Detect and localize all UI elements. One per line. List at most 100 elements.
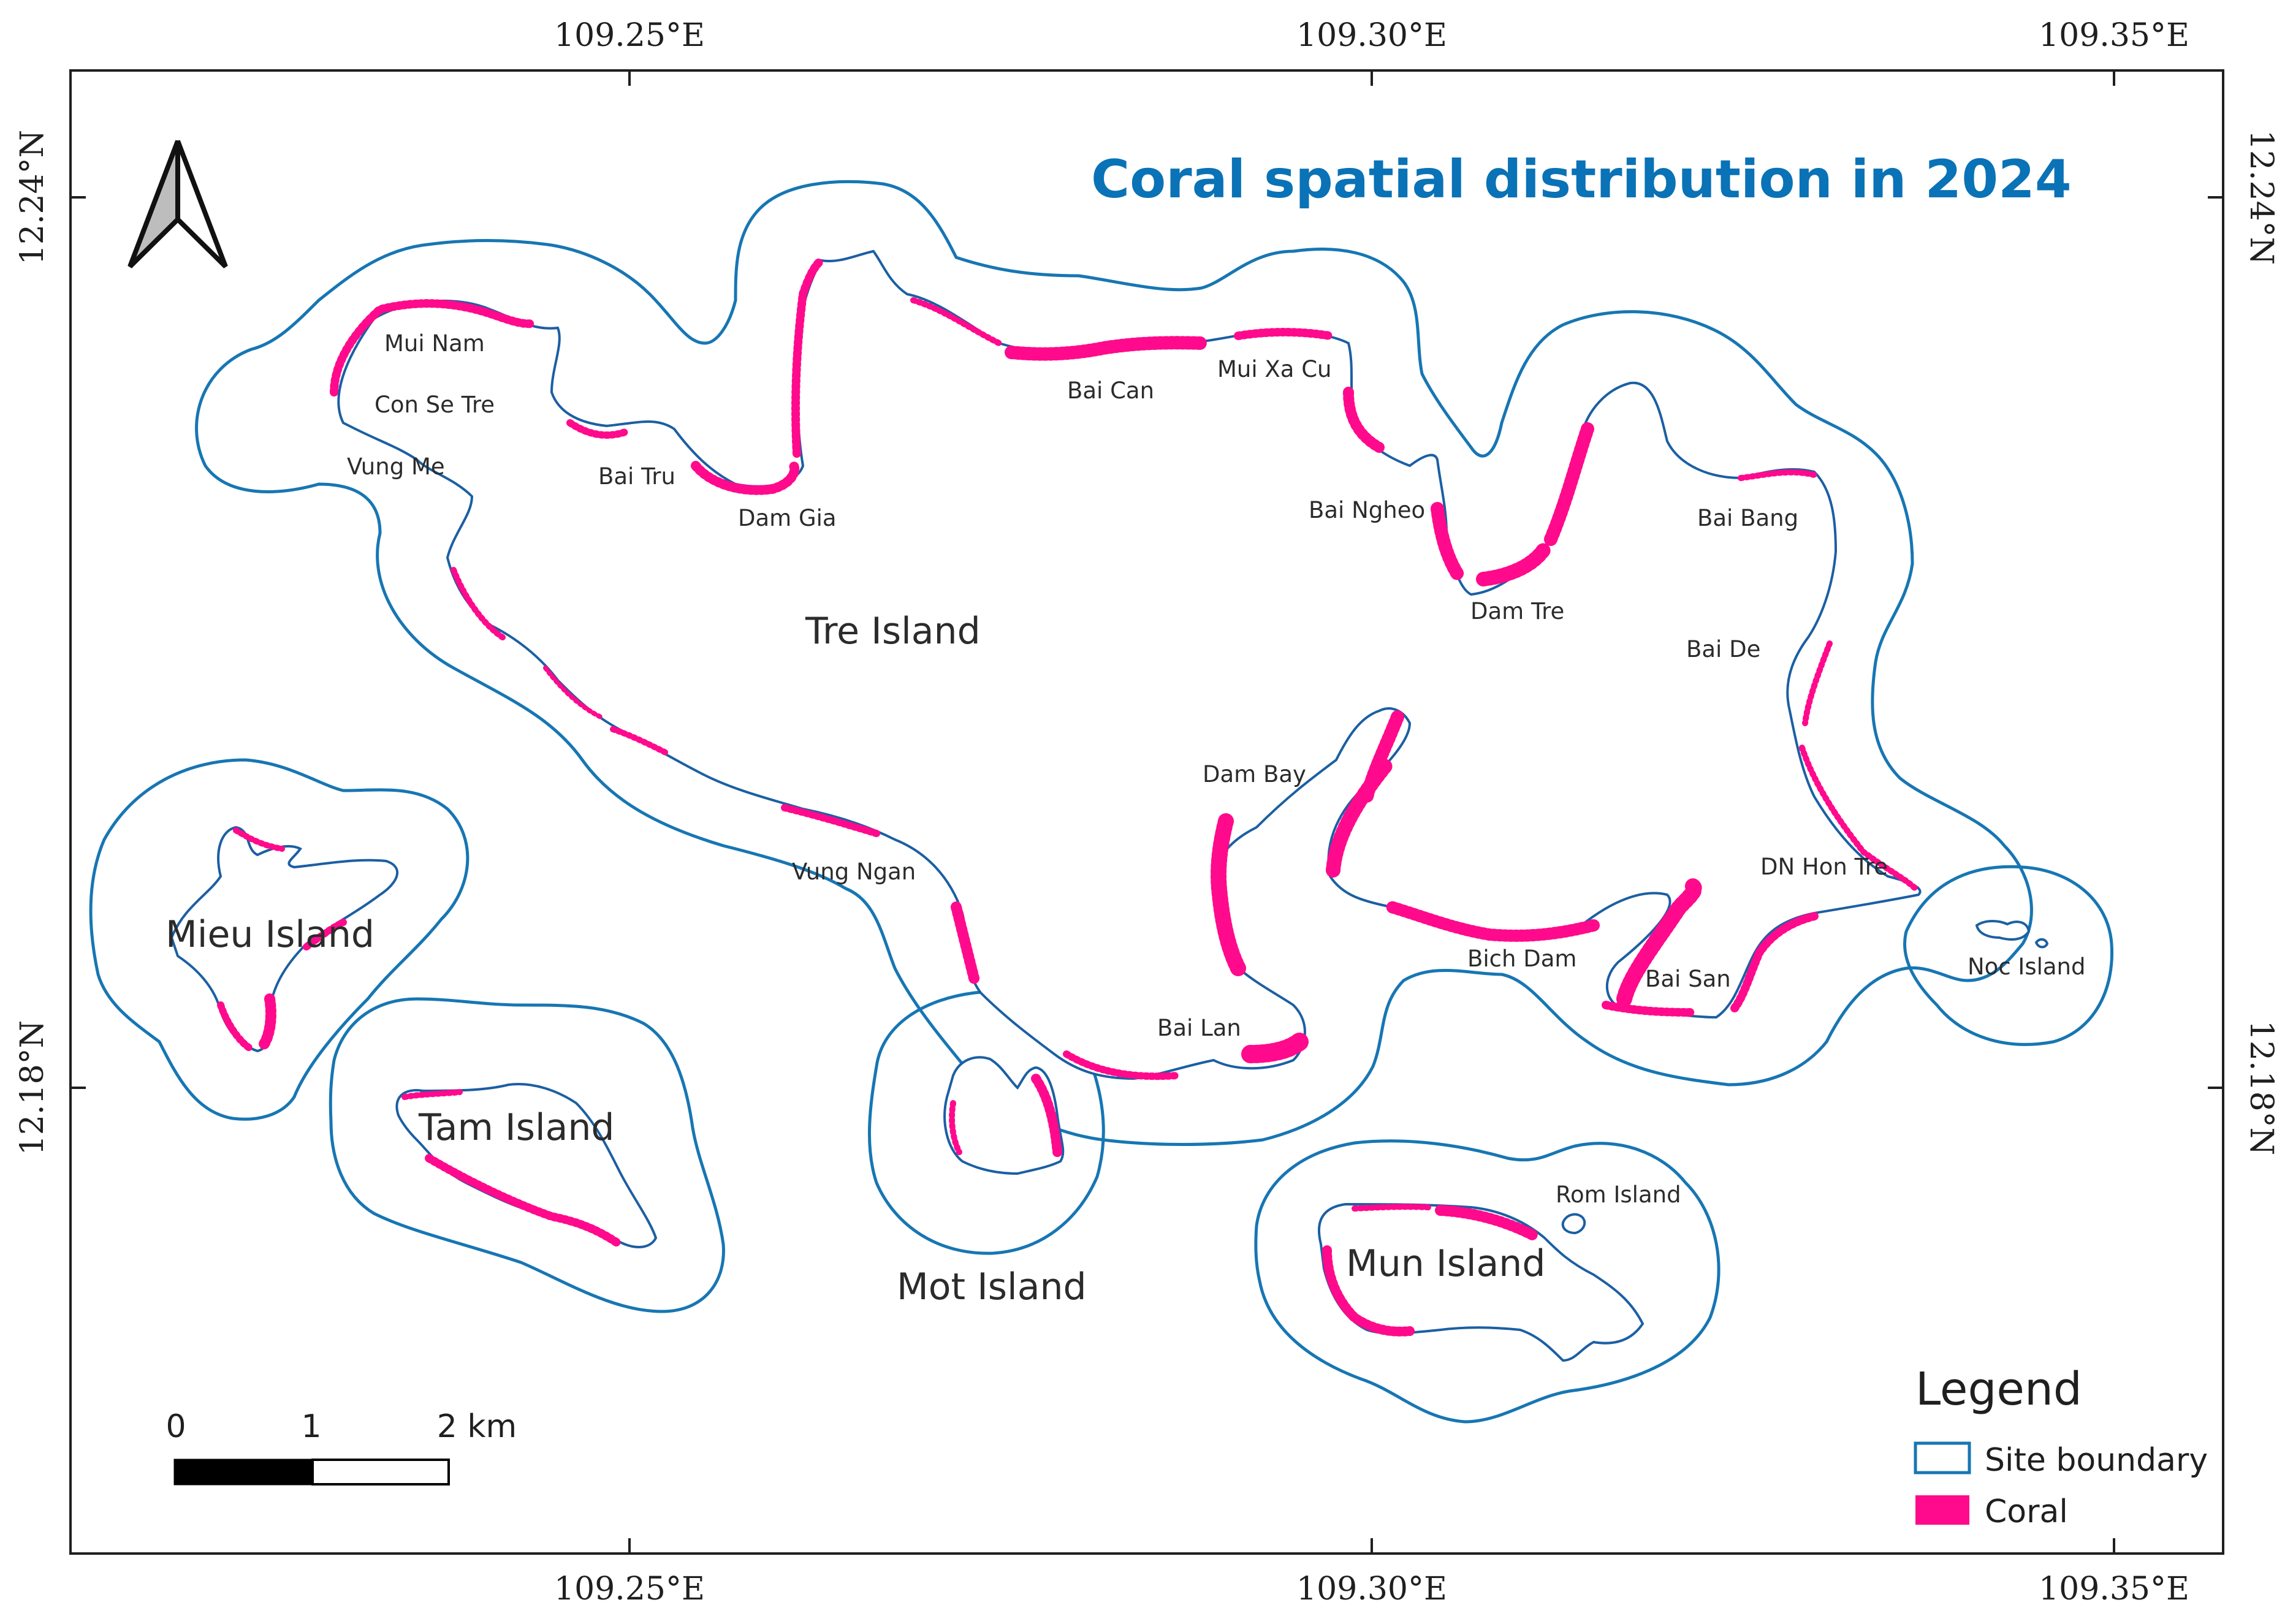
coral-patch: [791, 256, 826, 458]
coral-patch: [1241, 1033, 1309, 1063]
place-label: Dam Gia: [738, 505, 837, 531]
coral-patch: [1799, 745, 1918, 892]
coral-patch: [1435, 1205, 1538, 1240]
coral-patch: [543, 666, 603, 719]
lon-label-top-3: 109.35°E: [2039, 17, 2189, 54]
lat-label-right-2: 12.18°N: [2243, 1020, 2280, 1155]
coral-patch: [401, 1089, 463, 1100]
scale-label: 0: [165, 1408, 186, 1445]
coral-patch: [1031, 1074, 1062, 1157]
legend-title: Legend: [1915, 1363, 2082, 1416]
island-label: Mun Island: [1346, 1242, 1545, 1285]
place-label: Bai Tru: [598, 463, 675, 490]
coral-patch: [1005, 336, 1208, 361]
coral-patch: [217, 1001, 255, 1053]
place-label: Bai San: [1645, 966, 1731, 992]
coral-layer: [217, 256, 1918, 1337]
coast-mot-island: [943, 1056, 1065, 1175]
coral-patch: [1234, 328, 1334, 340]
place-label: Bai Can: [1067, 378, 1154, 404]
place-label: Vung Me: [347, 453, 445, 480]
north-arrow-icon: [127, 140, 228, 268]
coral-patch: [1343, 387, 1385, 453]
coral-patch: [951, 901, 980, 986]
place-label: Rom Island: [1556, 1182, 1681, 1208]
boundary-tre-island: [195, 180, 2033, 1146]
legend: Legend Site boundary Coral: [1914, 1363, 2208, 1530]
coral-patch: [1802, 640, 1833, 726]
legend-swatch-coral: [1915, 1495, 1969, 1525]
coral-patch: [1322, 1245, 1415, 1337]
place-label: Con Se Tre: [375, 392, 495, 418]
lon-label-top-1: 109.25°E: [554, 17, 705, 54]
place-label: Bai De: [1686, 636, 1760, 662]
coral-patch: [949, 1100, 962, 1155]
lon-label-top-2: 109.30°E: [1296, 17, 1447, 54]
coral-patch: [781, 804, 880, 837]
place-label: Bai Lan: [1157, 1015, 1241, 1041]
coral-patch: [1544, 422, 1594, 546]
lon-label-bottom-2: 109.30°E: [1296, 1571, 1447, 1607]
coral-patch: [1431, 502, 1466, 583]
place-label: Bai Bang: [1697, 505, 1798, 531]
lat-label-right-1: 12.24°N: [2243, 130, 2280, 265]
coral-patch: [233, 827, 285, 852]
lat-label-left-2: 12.18°N: [14, 1020, 51, 1155]
place-label: Mui Xa Cu: [1217, 356, 1331, 382]
coast-noc-island-a: [1975, 920, 2031, 941]
coast-rom-island: [1561, 1213, 1586, 1235]
island-label: Tre Island: [805, 610, 981, 653]
coral-patch: [1476, 541, 1552, 586]
place-label: Noc Island: [1968, 954, 2086, 980]
coral-patch: [1602, 1001, 1696, 1017]
legend-label: Coral: [1985, 1493, 2068, 1530]
scale-label: 2 km: [437, 1408, 517, 1445]
boundary-tam-island: [329, 997, 725, 1313]
coast-tre-island: [337, 249, 1922, 1080]
island-coastlines: [170, 249, 2049, 1362]
place-label: Bich Dam: [1467, 946, 1576, 972]
coral-patch: [1730, 912, 1819, 1012]
legend-swatch-site-boundary: [1914, 1441, 1971, 1474]
coral-patch: [258, 993, 276, 1050]
place-label: Dam Bay: [1203, 761, 1306, 787]
coral-patch: [303, 919, 347, 950]
coral-patch: [691, 461, 800, 495]
place-label: Vung Ngan: [792, 859, 916, 885]
boundary-mun-island: [1254, 1139, 1721, 1424]
coral-patch: [330, 299, 538, 397]
scale-label: 1: [301, 1408, 321, 1445]
coral-patch: [1352, 1204, 1431, 1212]
coral-patch: [425, 1154, 623, 1248]
place-label: DN Hon Tre: [1760, 854, 1888, 880]
map-title: Coral spatial distribution in 2024: [1091, 149, 2072, 210]
coral-patch: [910, 297, 1002, 346]
boundary-noc-island: [1903, 865, 2114, 1046]
island-label: Tam Island: [418, 1106, 615, 1149]
lat-label-left-1: 12.24°N: [14, 130, 51, 265]
site-boundaries: [89, 180, 2114, 1424]
coral-patch: [566, 419, 629, 439]
coast-mun-island: [1317, 1202, 1645, 1362]
place-label: Dam Tre: [1470, 598, 1564, 624]
scale-bar: 0 1 2 km: [165, 1408, 517, 1486]
coral-patch: [451, 567, 506, 640]
legend-label: Site boundary: [1985, 1442, 2208, 1479]
boundary-mot-island: [867, 990, 1105, 1255]
lon-label-bottom-3: 109.35°E: [2039, 1571, 2189, 1607]
coral-patch: [1385, 901, 1600, 942]
coral-patch: [1211, 813, 1246, 976]
coast-mieu-island: [170, 825, 399, 1053]
island-label: Mot Island: [897, 1265, 1087, 1308]
coral-patch: [1738, 469, 1817, 481]
boundary-mieu-island: [89, 758, 470, 1121]
coast-noc-island-b: [2034, 938, 2049, 949]
lon-label-bottom-1: 109.25°E: [554, 1571, 705, 1607]
coral-patch: [1360, 710, 1404, 803]
place-label: Bai Ngheo: [1309, 497, 1425, 523]
coral-patch: [1063, 1050, 1181, 1080]
coral-patch: [610, 726, 671, 757]
coral-patch: [1616, 878, 1702, 1007]
place-label: Mui Nam: [384, 330, 485, 357]
